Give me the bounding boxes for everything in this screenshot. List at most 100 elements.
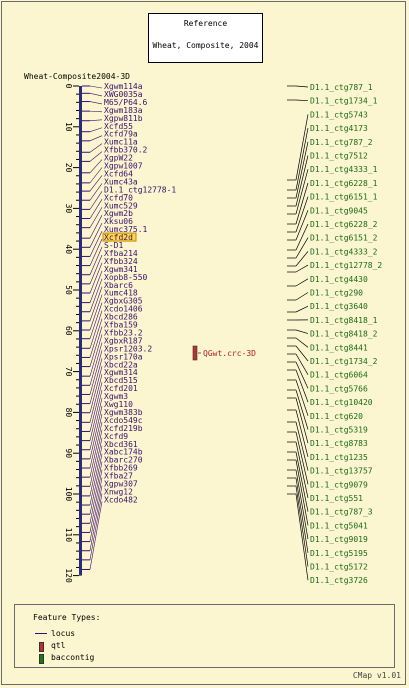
contig-label[interactable]: D1.1_ctg551 [310, 494, 363, 503]
map-name[interactable]: Wheat-Composite2004-3D [24, 72, 130, 81]
contig-label[interactable]: D1.1_ctg6228_1 [310, 179, 378, 188]
marker-label[interactable]: Xgpw307 [104, 480, 138, 489]
marker-label[interactable]: Xfba27 [104, 472, 133, 481]
contig-connector [295, 155, 309, 207]
marker-label[interactable]: Xumc418 [104, 289, 138, 298]
marker-label[interactable]: Xbcd22a [104, 360, 138, 369]
marker-label[interactable]: XWG0035a [104, 90, 143, 99]
marker-label[interactable]: Xcfd201 [104, 384, 138, 393]
reference-map-set[interactable]: Wheat, Composite, 2004 [152, 41, 259, 50]
marker-connector [89, 350, 103, 395]
contig-label[interactable]: D1.1_ctg620 [310, 412, 363, 421]
marker-label[interactable]: Xbcd361 [104, 440, 138, 449]
marker-label[interactable]: Xfbb324 [104, 257, 138, 266]
marker-label[interactable]: Xgwm341 [104, 265, 138, 274]
marker-label[interactable]: Xopb8-550 [104, 273, 148, 282]
contig-connector [295, 305, 309, 313]
marker-label[interactable]: Xksu06 [104, 217, 133, 226]
contig-label[interactable]: D1.1_ctg290 [310, 289, 363, 298]
marker-label[interactable]: S-D1 [104, 241, 123, 250]
marker-label[interactable]: Xbarc6 [104, 281, 133, 290]
marker-label[interactable]: Xbcd515 [104, 376, 138, 385]
contig-label[interactable]: D1.1_ctg1734_1 [310, 97, 378, 106]
marker-label[interactable]: Xcfd70 [104, 193, 133, 202]
marker-label[interactable]: Xpsr1203.2 [104, 344, 152, 353]
marker-label[interactable]: Xabc174b [104, 448, 143, 457]
highlighted-marker-label[interactable]: Xcfd2d [104, 233, 133, 242]
qtl-label[interactable]: QGwt.crc-3D [203, 349, 256, 358]
marker-label[interactable]: Xcfd9 [104, 432, 128, 441]
contig-label[interactable]: D1.1_ctg8783 [310, 439, 368, 448]
contig-label[interactable]: D1.1_ctg3640 [310, 302, 368, 311]
marker-label[interactable]: XgbxG305 [104, 297, 143, 306]
contig-label[interactable]: D1.1_ctg5319 [310, 426, 368, 435]
contig-label[interactable]: D1.1_ctg7512 [310, 152, 368, 161]
marker-label[interactable]: Xfbb370.2 [104, 146, 148, 155]
contig-label[interactable]: D1.1_ctg5041 [310, 521, 368, 530]
contig-label[interactable]: D1.1_ctg8441 [310, 343, 368, 352]
marker-connector [89, 127, 103, 132]
marker-connector [89, 469, 103, 533]
contig-label[interactable]: D1.1_ctg5195 [310, 549, 368, 558]
marker-label[interactable]: Xwg110 [104, 400, 133, 409]
marker-label[interactable]: Xcfd64 [104, 169, 133, 178]
qtl-bar[interactable] [192, 345, 198, 361]
marker-label[interactable]: Xgwm314 [104, 368, 138, 377]
marker-label[interactable]: Xcdo549c [104, 416, 143, 425]
marker-label[interactable]: Xcfd219b [104, 424, 143, 433]
marker-label[interactable]: Xnwg12 [104, 487, 133, 496]
contig-label[interactable]: D1.1_ctg787_3 [310, 508, 373, 517]
contig-label[interactable]: D1.1_ctg4333_2 [310, 247, 378, 256]
marker-label[interactable]: Xfbb23.2 [104, 328, 143, 337]
marker-label[interactable]: Xgwm114a [104, 82, 143, 91]
marker-label[interactable]: XgbxR187 [104, 336, 143, 345]
marker-label[interactable]: Xgwm183a [104, 106, 143, 115]
marker-label[interactable]: Xfba214 [104, 249, 138, 258]
marker-label[interactable]: XgpW22 [104, 154, 133, 163]
contig-label[interactable]: D1.1_ctg6228_2 [310, 220, 378, 229]
marker-label[interactable]: Xgwm383b [104, 408, 143, 417]
contig-label[interactable]: D1.1_ctg787_1 [310, 83, 373, 92]
contig-label[interactable]: D1.1_ctg5172 [310, 563, 368, 572]
marker-label[interactable]: Xumc529 [104, 201, 138, 210]
contig-label[interactable]: D1.1_ctg4173 [310, 124, 368, 133]
contig-label[interactable]: D1.1_ctg787_2 [310, 138, 373, 147]
contig-label[interactable]: D1.1_ctg1734_2 [310, 357, 378, 366]
marker-label[interactable]: Xfbb269 [104, 464, 138, 473]
marker-label[interactable]: Xgpw811b [104, 114, 143, 123]
contig-label[interactable]: D1.1_ctg9079 [310, 480, 368, 489]
marker-label[interactable]: Xcfd79a [104, 130, 138, 139]
marker-label[interactable]: Xpsr170a [104, 352, 143, 361]
contig-label[interactable]: D1.1_ctg4333_1 [310, 165, 378, 174]
contig-label[interactable]: D1.1_ctg6151_2 [310, 234, 378, 243]
chromosome-bar[interactable] [79, 86, 82, 576]
marker-label[interactable]: Xbcd286 [104, 313, 138, 322]
marker-label[interactable]: Xumc375.1 [104, 225, 148, 234]
contig-label[interactable]: D1.1_ctg10420 [310, 398, 373, 407]
marker-label[interactable]: Xfba159 [104, 321, 138, 330]
contig-label[interactable]: D1.1_ctg5766 [310, 384, 368, 393]
contig-label[interactable]: D1.1_ctg1235 [310, 453, 368, 462]
marker-label[interactable]: Xgwm3 [104, 392, 128, 401]
contig-label[interactable]: D1.1_ctg13757 [310, 467, 373, 476]
contig-label[interactable]: D1.1_ctg6064 [310, 371, 368, 380]
marker-label[interactable]: Xumc11a [104, 138, 138, 147]
contig-label[interactable]: D1.1_ctg9019 [310, 535, 368, 544]
marker-label[interactable]: Xgpw1007 [104, 162, 143, 171]
contig-label[interactable]: D1.1_ctg8418_1 [310, 316, 378, 325]
contig-label[interactable]: D1.1_ctg8418_2 [310, 330, 378, 339]
marker-label[interactable]: Xumc43a [104, 177, 138, 186]
marker-label[interactable]: Xgwm2b [104, 209, 133, 218]
marker-label[interactable]: Xcfd55 [104, 122, 133, 131]
contig-label[interactable]: D1.1_ctg4430 [310, 275, 368, 284]
contig-label[interactable]: D1.1_ctg6151_1 [310, 193, 378, 202]
contig-label[interactable]: D1.1_ctg9045 [310, 206, 368, 215]
marker-label[interactable]: M65/P64.6 [104, 98, 148, 107]
contig-label[interactable]: D1.1_ctg12778_2 [310, 261, 382, 270]
marker-label[interactable]: Xcdo1406 [104, 305, 143, 314]
contig-label[interactable]: D1.1_ctg3726 [310, 576, 368, 585]
marker-label[interactable]: D1.1_ctg12778-1 [104, 185, 176, 194]
marker-label[interactable]: Xbarc270 [104, 456, 143, 465]
marker-label[interactable]: Xcdo482 [104, 495, 138, 504]
contig-label[interactable]: D1.1_ctg5743 [310, 110, 368, 119]
